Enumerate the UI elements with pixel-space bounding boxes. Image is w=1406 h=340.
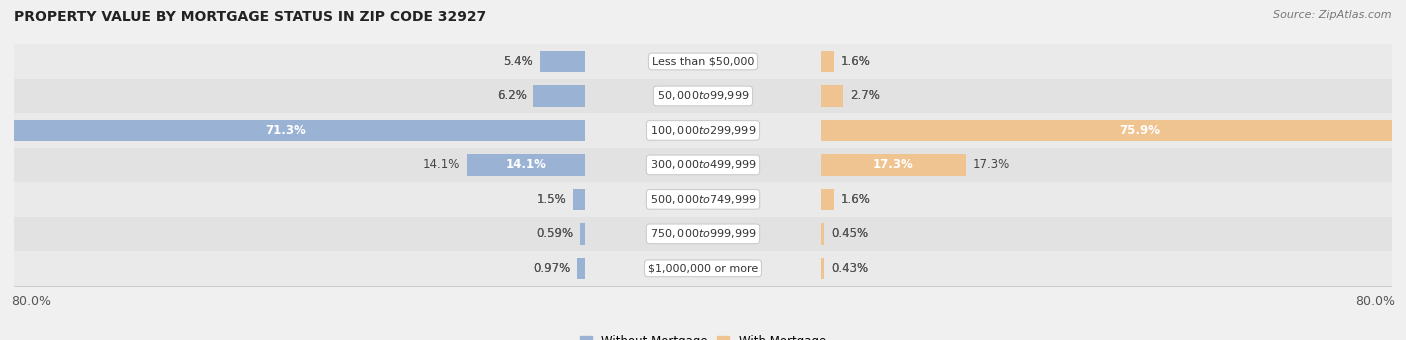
Text: 1.6%: 1.6% [841, 55, 870, 68]
Bar [581, 223, 585, 244]
Text: 1.6%: 1.6% [841, 55, 870, 68]
Text: 6.2%: 6.2% [496, 89, 527, 102]
Bar [533, 85, 585, 107]
Text: 1.6%: 1.6% [841, 193, 870, 206]
Text: $100,000 to $299,999: $100,000 to $299,999 [650, 124, 756, 137]
Bar [14, 44, 1392, 79]
Text: 2.7%: 2.7% [851, 89, 880, 102]
Text: PROPERTY VALUE BY MORTGAGE STATUS IN ZIP CODE 32927: PROPERTY VALUE BY MORTGAGE STATUS IN ZIP… [14, 10, 486, 24]
Text: 6.2%: 6.2% [496, 89, 527, 102]
Bar [821, 258, 824, 279]
Text: Source: ZipAtlas.com: Source: ZipAtlas.com [1274, 10, 1392, 20]
Bar [821, 120, 1406, 141]
Text: $300,000 to $499,999: $300,000 to $499,999 [650, 158, 756, 171]
Text: 1.5%: 1.5% [536, 193, 567, 206]
Text: 2.7%: 2.7% [851, 89, 880, 102]
Bar [14, 148, 1392, 182]
Text: $750,000 to $999,999: $750,000 to $999,999 [650, 227, 756, 240]
Text: 14.1%: 14.1% [423, 158, 460, 171]
Text: 0.59%: 0.59% [537, 227, 574, 240]
Text: $500,000 to $749,999: $500,000 to $749,999 [650, 193, 756, 206]
Bar [821, 223, 824, 244]
Bar [821, 51, 834, 72]
Bar [14, 217, 1392, 251]
Text: 17.3%: 17.3% [973, 158, 1010, 171]
Bar [578, 258, 585, 279]
Text: 1.6%: 1.6% [841, 193, 870, 206]
Text: 0.45%: 0.45% [831, 227, 869, 240]
Bar [14, 251, 1392, 286]
Text: 5.4%: 5.4% [503, 55, 533, 68]
Text: 0.43%: 0.43% [831, 262, 868, 275]
Text: 17.3%: 17.3% [873, 158, 914, 171]
Text: 1.5%: 1.5% [536, 193, 567, 206]
Text: $50,000 to $99,999: $50,000 to $99,999 [657, 89, 749, 102]
Text: $1,000,000 or more: $1,000,000 or more [648, 263, 758, 273]
Text: 0.97%: 0.97% [533, 262, 571, 275]
Text: 0.59%: 0.59% [537, 227, 574, 240]
Bar [540, 51, 585, 72]
Text: 75.9%: 75.9% [1119, 124, 1160, 137]
Bar [572, 189, 585, 210]
Text: 0.45%: 0.45% [831, 227, 869, 240]
Bar [821, 85, 844, 107]
Legend: Without Mortgage, With Mortgage: Without Mortgage, With Mortgage [575, 330, 831, 340]
Bar [467, 154, 585, 175]
Bar [821, 154, 966, 175]
Bar [14, 113, 1392, 148]
Bar [0, 120, 585, 141]
Bar [14, 182, 1392, 217]
Text: 0.43%: 0.43% [831, 262, 868, 275]
Text: 14.1%: 14.1% [506, 158, 547, 171]
Text: 5.4%: 5.4% [503, 55, 533, 68]
Text: Less than $50,000: Less than $50,000 [652, 56, 754, 67]
Text: 0.97%: 0.97% [533, 262, 571, 275]
Bar [821, 189, 834, 210]
Text: 71.3%: 71.3% [266, 124, 307, 137]
Bar [14, 79, 1392, 113]
